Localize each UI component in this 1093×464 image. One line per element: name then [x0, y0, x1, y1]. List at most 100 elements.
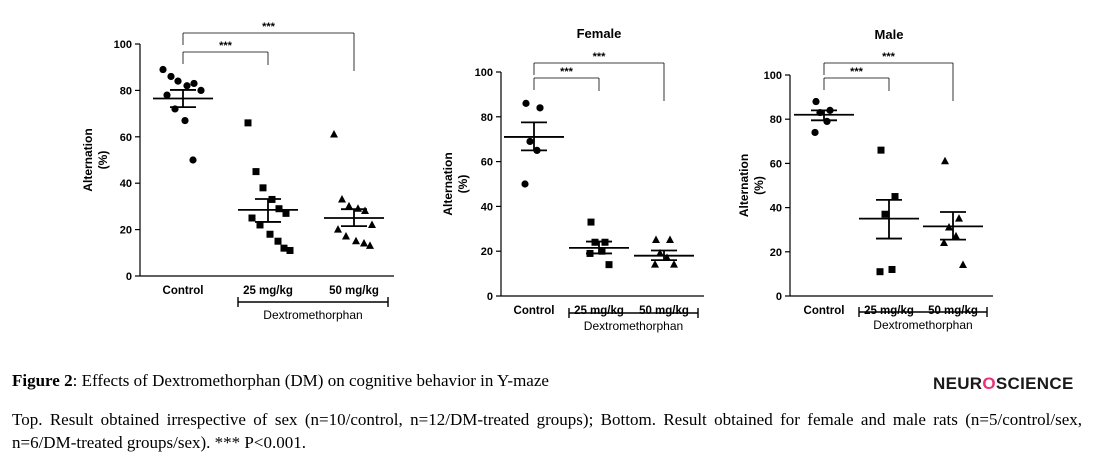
- panel2-point-triangle: [663, 253, 671, 261]
- panel1-sig-label: ***: [262, 21, 276, 33]
- panel2-point-circle: [526, 137, 534, 146]
- panel2-group-bracket-label: Dextromethorphan: [584, 319, 683, 333]
- panel3-point-triangle: [959, 260, 967, 269]
- panel2-y-tick-label: 80: [481, 112, 493, 124]
- panel2-title: Female: [577, 26, 622, 41]
- panel3-y-tick-label: 60: [770, 158, 782, 170]
- panel2-point-triangle: [651, 260, 659, 268]
- panel1-point-circle: [159, 65, 167, 74]
- panel1-point-triangle: [334, 225, 342, 233]
- panel1-point-square: [280, 244, 288, 252]
- panel1-point-circle: [189, 156, 197, 164]
- panel1-point-triangle: [366, 241, 374, 249]
- panel3-category-label: Control: [804, 305, 845, 317]
- panel3-point-square: [888, 265, 896, 273]
- figure-caption-text: Top. Result obtained irrespective of sex…: [12, 410, 1082, 452]
- panel3-point-circle: [811, 128, 819, 137]
- panel1-point-triangle: [338, 194, 346, 203]
- panel1-group-bracket-label: Dextromethorphan: [263, 308, 362, 322]
- panel1-point-circle: [167, 72, 175, 81]
- panel3-point-triangle: [952, 231, 960, 240]
- panel1-point-triangle: [345, 201, 353, 210]
- panel2-y-tick-label: 100: [475, 67, 493, 79]
- panel3-category-label: 50 mg/kg: [928, 305, 978, 317]
- panel3-point-triangle: [955, 214, 963, 222]
- panel3-y-tick-label: 20: [770, 247, 782, 259]
- panel1-y-tick-label: 100: [114, 39, 132, 51]
- panel3-point-triangle: [941, 156, 949, 165]
- panel1-y-axis-label: Alternation: [81, 128, 95, 191]
- panel1-point-square: [266, 230, 274, 238]
- panel2-y-tick-label: 20: [481, 246, 493, 258]
- panel2-point-triangle: [670, 260, 678, 268]
- panel1-category-label: Control: [163, 285, 204, 297]
- panel1-point-triangle: [352, 236, 360, 245]
- panel2-point-triangle: [656, 248, 664, 257]
- panel1-point-triangle: [360, 239, 368, 247]
- panel1-point-triangle: [342, 232, 350, 240]
- panel1-y-tick-label: 40: [120, 178, 132, 190]
- panel1-category-label: 50 mg/kg: [329, 285, 379, 297]
- panel1-point-triangle: [354, 204, 362, 212]
- panel1-point-square: [282, 209, 290, 217]
- panel1-y-tick-label: 80: [120, 85, 132, 97]
- panel2-category-label: Control: [514, 305, 555, 317]
- panel2-y-tick-label: 40: [481, 201, 493, 213]
- panel1-y-tick-label: 0: [126, 271, 132, 283]
- panel1-point-square: [275, 205, 283, 213]
- panel1-y-tick-label: 20: [120, 225, 132, 237]
- panel1-y-tick-label: 60: [120, 132, 132, 144]
- panel1-point-circle: [197, 86, 205, 94]
- figure-title: : Effects of Dextromethorphan (DM) on co…: [72, 371, 549, 390]
- panel1-point-circle: [183, 82, 191, 90]
- panel2-point-circle: [536, 104, 544, 112]
- logo-mark: O: [982, 374, 996, 393]
- panel2-y-tick-label: 0: [487, 291, 493, 303]
- panel1-point-triangle: [368, 220, 376, 228]
- panel2-category-label: 25 mg/kg: [574, 305, 624, 317]
- panel2-point-square: [598, 247, 606, 255]
- logo-text-right: SCIENCE: [995, 374, 1074, 393]
- panel2-y-axis-label-unit: (%): [456, 175, 470, 194]
- panel3-y-axis-label: Alternation: [737, 154, 751, 217]
- panel2-point-circle: [522, 99, 530, 107]
- panel3-point-square: [891, 193, 899, 201]
- panel1-point-square: [259, 184, 267, 192]
- panel1-point-square: [274, 237, 282, 245]
- panel2-point-square: [605, 261, 613, 269]
- panel3-point-square: [881, 210, 889, 218]
- panel3-point-triangle: [940, 238, 948, 246]
- panel1-point-square: [286, 246, 294, 254]
- panel2-point-triangle: [666, 235, 674, 243]
- panel2-sig-label: ***: [560, 66, 574, 78]
- journal-logo: NEUROSCIENCE: [933, 374, 1074, 394]
- panel1-y-axis-label-unit: (%): [96, 151, 110, 170]
- panel3-point-square: [877, 146, 885, 154]
- panel1-point-triangle: [330, 129, 338, 138]
- panel1-point-square: [256, 221, 264, 229]
- panel2-sig-label: ***: [593, 51, 607, 63]
- panel1-sig-label: ***: [219, 40, 233, 52]
- panel3-y-axis-label-unit: (%): [752, 176, 766, 195]
- panel1-point-square: [248, 214, 256, 222]
- panel1-point-circle: [174, 77, 182, 85]
- panel1-point-circle: [181, 116, 189, 125]
- logo-text-left: NEUR: [933, 374, 983, 393]
- figure-label: Figure 2: [12, 371, 73, 390]
- panel3-point-square: [876, 268, 884, 276]
- panel2-point-square: [587, 218, 595, 226]
- panel3-y-tick-label: 100: [764, 70, 782, 82]
- panel3-group-bracket-label: Dextromethorphan: [873, 318, 972, 332]
- panel2-y-tick-label: 60: [481, 157, 493, 169]
- panel3-y-tick-label: 0: [776, 291, 782, 303]
- panel3-y-tick-label: 40: [770, 203, 782, 215]
- panel2-point-triangle: [652, 235, 660, 243]
- panel2-point-circle: [521, 180, 529, 188]
- panel1-point-square: [252, 168, 260, 176]
- figure-caption-title: Figure 2: Effects of Dextromethorphan (D…: [12, 371, 549, 391]
- panel1-point-square: [244, 119, 252, 127]
- panel1-category-label: 25 mg/kg: [243, 285, 293, 297]
- panel3-sig-label: ***: [850, 66, 864, 78]
- panel3-title: Male: [875, 27, 904, 42]
